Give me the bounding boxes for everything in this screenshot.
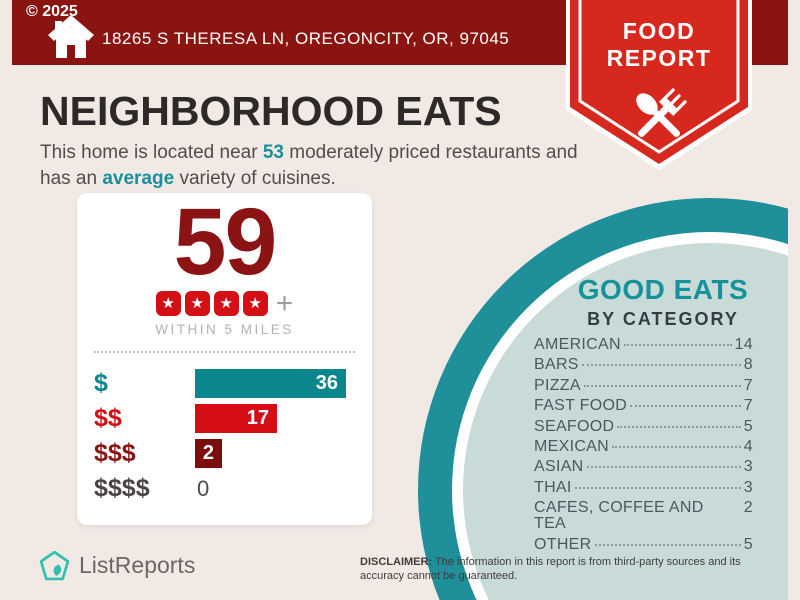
- restaurant-stats-card: 59 ★ ★ ★ ★ + WITHIN 5 MILES $ 36 $$ 17 $$$ 2…: [77, 193, 372, 525]
- price-level-bar: 36: [195, 369, 346, 398]
- category-value: 8: [743, 356, 753, 374]
- property-address: 18265 S THERESA LN, OREGONCITY, OR, 9704…: [102, 29, 510, 48]
- category-list: AMERICAN 14 BARS 8 PIZZA 7 FAST FOOD 7 SEAFO…: [534, 337, 753, 557]
- house-icon: [48, 15, 94, 58]
- subtitle-text: moderately priced restaurants and has an: [40, 142, 578, 189]
- category-row: MEXICAN 4: [534, 437, 753, 455]
- price-level-value: 36: [315, 372, 338, 394]
- food-report-badge: FOOD REPORT: [566, 0, 752, 172]
- category-label: OTHER: [534, 535, 592, 553]
- restaurant-count: 53: [262, 142, 284, 163]
- good-eats-title: GOOD EATS: [577, 274, 749, 305]
- stars-row: ★ ★ ★ ★ +: [77, 287, 372, 320]
- category-row: CAFES, COFFEE AND TEA 2: [534, 500, 753, 532]
- dotted-leader: [594, 543, 741, 546]
- disclaimer: DISCLAIMER: The information in this repo…: [360, 555, 775, 584]
- category-label: BARS: [534, 356, 579, 374]
- price-level-bar: 17: [195, 404, 277, 433]
- bar-track: 2: [195, 439, 355, 468]
- category-value: 14: [734, 336, 753, 353]
- brand-name: ListReports: [79, 552, 196, 578]
- subtitle-text: This home is located near: [40, 142, 263, 163]
- category-value: 5: [743, 417, 753, 435]
- category-row: AMERICAN 14: [534, 337, 753, 353]
- price-level-label: $$$: [94, 439, 136, 467]
- listreports-logo: ListReports: [38, 549, 195, 582]
- star-icon: ★: [242, 291, 268, 316]
- dotted-leader: [630, 405, 741, 408]
- category-row: FAST FOOD 7: [534, 398, 753, 414]
- bar-track: 17: [195, 404, 355, 433]
- divider: [94, 351, 355, 353]
- bar-track: 36: [195, 369, 355, 398]
- radius-note: WITHIN 5 MILES: [155, 322, 294, 337]
- category-label: THAI: [534, 478, 572, 496]
- category-label: FAST FOOD: [534, 397, 628, 415]
- restaurant-total: 59: [173, 189, 278, 295]
- star-icon: ★: [184, 291, 210, 316]
- intro-subtitle: This home is located near 53 moderately …: [40, 140, 592, 191]
- category-label: SEAFOOD: [534, 417, 615, 435]
- disclaimer-label: DISCLAIMER:: [360, 556, 433, 568]
- price-bar-row: $$ 17: [94, 404, 355, 433]
- badge-title-line2: REPORT: [606, 45, 712, 71]
- category-label: PIZZA: [534, 376, 581, 394]
- dotted-leader: [586, 466, 741, 469]
- price-bar-row: $ 36: [94, 369, 355, 398]
- price-level-label: $$$$: [94, 474, 150, 502]
- listreports-house-icon: [39, 550, 70, 581]
- category-label: AMERICAN: [534, 336, 621, 353]
- subtitle-text: variety of cuisines.: [174, 167, 336, 189]
- category-value: 5: [743, 535, 753, 553]
- category-row: OTHER 5: [534, 535, 753, 553]
- circle-clip-region: [12, 0, 788, 600]
- price-level-value: 0: [197, 475, 210, 501]
- badge-title: FOOD REPORT: [566, 18, 752, 72]
- category-value: 7: [743, 376, 753, 394]
- price-level-value: 2: [202, 442, 214, 464]
- good-eats-subtitle: BY CATEGORY: [587, 309, 739, 329]
- category-row: PIZZA 7: [534, 376, 753, 394]
- price-bar-chart: $ 36 $$ 17 $$$ 2 $$$$ 0: [94, 369, 355, 509]
- dotted-leader: [574, 486, 741, 489]
- category-label: MEXICAN: [534, 437, 609, 455]
- category-value: 2: [743, 499, 753, 517]
- badge-ribbon-shape: [566, 0, 752, 170]
- bar-track: 0: [195, 474, 355, 503]
- price-level-label: $: [94, 369, 108, 397]
- category-label: ASIAN: [534, 458, 584, 476]
- dotted-leader: [612, 445, 741, 448]
- variety-rating: average: [102, 167, 175, 189]
- star-icon: ★: [155, 291, 181, 316]
- category-value: 7: [743, 397, 753, 415]
- dotted-leader: [581, 364, 741, 367]
- category-row: THAI 3: [534, 478, 753, 496]
- category-value: 4: [743, 437, 753, 455]
- price-bar-row: $$$ 2: [94, 439, 355, 468]
- dotted-leader: [623, 344, 732, 346]
- copyright-text: © 2025: [26, 3, 78, 20]
- dotted-leader: [583, 384, 741, 387]
- crossed-spoon-fork-icon: [636, 88, 687, 138]
- category-row: SEAFOOD 5: [534, 417, 753, 435]
- category-value: 3: [743, 478, 753, 496]
- category-row: ASIAN 3: [534, 459, 753, 475]
- price-level-value: 17: [246, 407, 269, 429]
- price-bar-row: $$$$ 0: [94, 474, 355, 503]
- badge-title-line1: FOOD: [622, 18, 696, 44]
- price-level-bar: 0: [195, 474, 355, 503]
- price-level-bar: 2: [195, 439, 222, 468]
- page-title: NEIGHBORHOOD EATS: [40, 88, 502, 134]
- price-level-label: $$: [94, 404, 122, 432]
- category-row: BARS 8: [534, 357, 753, 373]
- disclaimer-text: The information in this report is from t…: [360, 556, 741, 583]
- plus-icon: +: [275, 287, 294, 320]
- star-icon: ★: [213, 291, 239, 316]
- category-value: 3: [743, 458, 753, 476]
- category-label: CAFES, COFFEE AND TEA: [534, 499, 704, 533]
- good-eats-heading: GOOD EATS BY CATEGORY: [513, 274, 800, 330]
- dotted-leader: [617, 425, 741, 428]
